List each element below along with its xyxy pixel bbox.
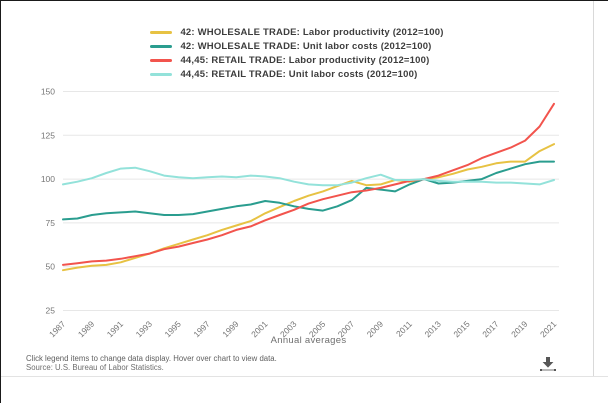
y-tick-label: 150 [41,87,55,97]
y-tick-label: 100 [41,174,55,184]
legend-swatch-wholesale-unit-labor-costs [150,45,173,48]
y-tick-label: 125 [41,130,55,140]
legend-label: 44,45: RETAIL TRADE: Labor productivity … [180,55,430,66]
x-axis-title: Annual averages [270,335,347,346]
y-tick-label: 25 [46,306,56,316]
series-line-1[interactable] [62,160,555,221]
legend-item-wholesale-labor-productivity[interactable]: 42: WHOLESALE TRADE: Labor productivity … [150,27,443,38]
download-icon [540,357,556,371]
series-line-3[interactable] [62,166,555,187]
page-right-rule [593,1,594,376]
page-bottom-rule [1,376,608,377]
legend-swatch-retail-labor-productivity [150,59,173,62]
chart-legend: 42: WHOLESALE TRADE: Labor productivity … [1,27,593,80]
y-tick-label: 75 [46,218,56,228]
chart-footnotes: Click legend items to change data displa… [26,354,277,372]
legend-item-retail-labor-productivity[interactable]: 44,45: RETAIL TRADE: Labor productivity … [150,55,443,66]
legend-instructions-text: Click legend items to change data displa… [26,354,277,363]
y-tick-label: 50 [46,262,56,272]
legend-item-retail-unit-labor-costs[interactable]: 44,45: RETAIL TRADE: Unit labor costs (2… [150,69,443,80]
legend-swatch-retail-unit-labor-costs [150,73,173,76]
source-text: Source: U.S. Bureau of Labor Statistics. [26,363,164,373]
legend-label: 44,45: RETAIL TRADE: Unit labor costs (2… [180,69,418,80]
series-line-0[interactable] [62,143,555,272]
legend-item-wholesale-unit-labor-costs[interactable]: 42: WHOLESALE TRADE: Unit labor costs (2… [150,41,443,52]
legend-label: 42: WHOLESALE TRADE: Unit labor costs (2… [180,41,432,52]
download-button[interactable] [533,353,563,375]
series-line-2[interactable] [62,102,555,266]
legend-swatch-wholesale-labor-productivity [150,31,173,34]
legend-label: 42: WHOLESALE TRADE: Labor productivity … [180,27,444,38]
